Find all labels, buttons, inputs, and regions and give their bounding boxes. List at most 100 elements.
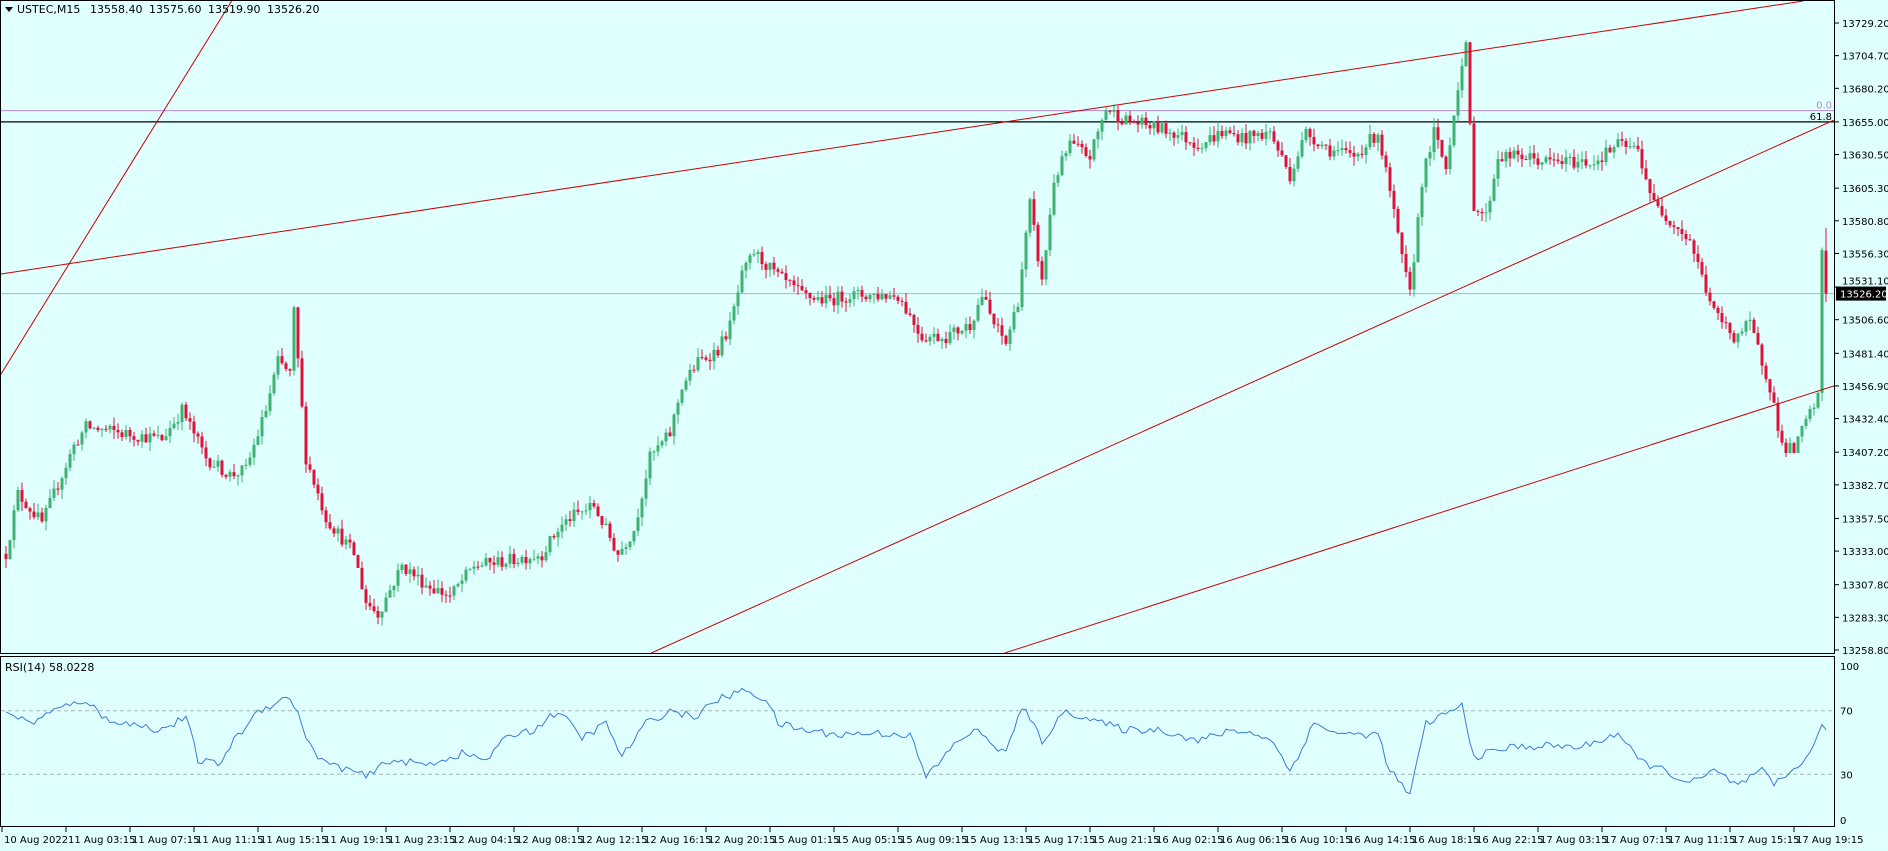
candle-body	[832, 298, 836, 306]
candle-body	[1436, 127, 1440, 140]
trendline-2[interactable]	[1, 1, 233, 375]
candle-body	[1496, 159, 1500, 179]
candle	[152, 430, 156, 438]
candle	[148, 426, 152, 452]
candle-body	[396, 569, 400, 586]
price-chart-pane[interactable]: 0.061.8	[1, 1, 1834, 653]
candle	[576, 500, 580, 516]
candle	[300, 350, 304, 409]
candle	[156, 425, 160, 439]
candle	[1532, 144, 1536, 165]
candle-body	[628, 541, 632, 548]
candle	[560, 516, 564, 539]
candle-body	[1220, 130, 1224, 137]
trendline-1[interactable]	[1, 1, 1804, 275]
candle-body	[140, 434, 144, 442]
candle-body	[1040, 261, 1044, 280]
candle	[1340, 139, 1344, 156]
candle	[208, 457, 212, 471]
candle	[660, 439, 664, 449]
candle-body	[220, 460, 224, 475]
candle	[864, 294, 868, 302]
candle	[1348, 141, 1352, 158]
candle	[500, 551, 504, 571]
candle-body	[464, 569, 468, 581]
candle-body	[224, 474, 228, 477]
candle-body	[1340, 148, 1344, 151]
candle-body	[292, 307, 296, 371]
candle-body	[1596, 160, 1600, 165]
candle-body	[1256, 132, 1260, 136]
candle	[292, 305, 296, 376]
candle-body	[528, 559, 532, 564]
candle	[1132, 119, 1136, 124]
candle-body	[112, 425, 116, 430]
candle	[1640, 140, 1644, 175]
price-axis-label: 13258.80	[1842, 646, 1888, 657]
candle-body	[988, 299, 992, 314]
candle-body	[600, 516, 604, 525]
candle-body	[1556, 159, 1560, 162]
candle	[1076, 136, 1080, 148]
candle	[804, 287, 808, 300]
time-axis-label: 16 Aug 22:15	[1476, 835, 1543, 846]
candle-body	[564, 519, 568, 525]
candle	[1808, 405, 1812, 423]
candle-body	[188, 418, 192, 422]
candle-body	[8, 539, 12, 560]
candle-body	[556, 531, 560, 538]
candle	[920, 326, 924, 343]
candle-body	[1460, 66, 1464, 91]
trendline-3[interactable]	[651, 119, 1834, 653]
candle	[788, 279, 792, 287]
candle	[44, 504, 48, 531]
candle-body	[1572, 156, 1576, 168]
candle	[1092, 138, 1096, 162]
candle-body	[368, 602, 372, 607]
candle	[344, 535, 348, 550]
candle-body	[144, 434, 148, 443]
candle	[1664, 208, 1668, 225]
candle	[1632, 141, 1636, 149]
ohlc-low: 13519.90	[208, 3, 261, 16]
candle-body	[1252, 130, 1256, 136]
candle	[1104, 106, 1108, 121]
candle-body	[1632, 145, 1636, 147]
candle-body	[1760, 344, 1764, 366]
candle-body	[120, 432, 124, 437]
candle-body	[1668, 221, 1672, 226]
price-axis-label: 13432.40	[1842, 415, 1888, 426]
candle-body	[532, 558, 536, 560]
candle	[492, 555, 496, 574]
rsi-label: RSI(14) 58.0228	[5, 661, 94, 674]
candle-body	[1192, 142, 1196, 148]
time-axis-label: 15 Aug 01:15	[772, 835, 839, 846]
candle	[888, 290, 892, 300]
candle	[524, 549, 528, 570]
candle	[436, 579, 440, 594]
candle-body	[996, 324, 1000, 326]
candle	[1236, 130, 1240, 146]
candle	[1008, 325, 1012, 351]
candle-body	[1616, 139, 1620, 148]
candle-body	[1120, 122, 1124, 125]
candle-body	[388, 590, 392, 598]
candle-body	[1320, 144, 1324, 147]
collapse-triangle-icon[interactable]	[5, 7, 13, 12]
candle	[1408, 267, 1412, 296]
candle	[404, 564, 408, 577]
candle	[672, 412, 676, 445]
symbol-label: USTEC,M15	[17, 3, 80, 16]
candle	[1220, 125, 1224, 139]
trendline-4[interactable]	[1004, 385, 1834, 653]
candle-body	[268, 393, 272, 411]
candle	[384, 592, 388, 613]
candle	[700, 349, 704, 360]
time-axis-label: 16 Aug 14:15	[1348, 835, 1415, 846]
candle-body	[1800, 426, 1804, 437]
rsi-indicator-pane[interactable]	[1, 687, 1834, 795]
candle	[1796, 436, 1800, 454]
candle-body	[1084, 147, 1088, 156]
candle	[1152, 120, 1156, 136]
